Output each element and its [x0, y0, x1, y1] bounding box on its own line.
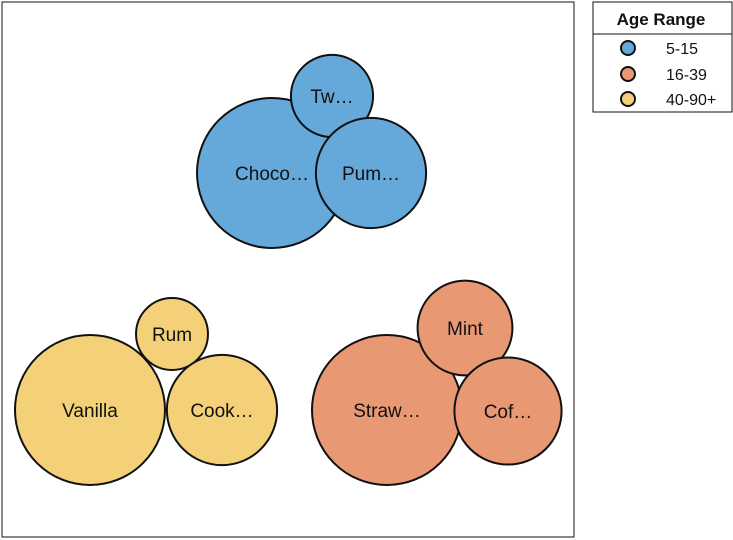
bubble-40-90+-2	[165, 353, 279, 467]
legend-swatch-16-39	[620, 66, 636, 82]
bubble-label: Vanilla	[62, 401, 118, 422]
bubble-label: Straw…	[353, 401, 421, 422]
legend-swatch-40-90	[620, 91, 636, 107]
bubble-16-39-1	[416, 279, 514, 377]
legend: Age Range 5-15 16-39 40-90+	[592, 1, 733, 113]
legend-title: Age Range	[617, 10, 706, 29]
bubble-label: Cook…	[190, 401, 253, 422]
bubble-40-90+-0	[14, 334, 166, 486]
bubble-label: Choco…	[235, 164, 309, 185]
bubble-label: Cof…	[484, 402, 533, 423]
legend-swatch-5-15	[620, 40, 636, 56]
legend-frame	[592, 1, 733, 113]
legend-label-40-90: 40-90+	[666, 92, 716, 109]
bubble-40-90+-1	[135, 297, 209, 371]
bubble-label: Tw…	[310, 87, 353, 108]
legend-label-5-15: 5-15	[666, 41, 698, 58]
bubble-label: Pum…	[342, 164, 400, 185]
legend-label-16-39: 16-39	[666, 67, 707, 84]
bubble-16-39-2	[453, 356, 563, 466]
bubble-layer: Choco… Tw… Pum… Vanilla Rum Cook… Straw… Mint Co…	[14, 53, 563, 486]
bubble-label: Mint	[447, 319, 484, 340]
bubble-label: Rum	[152, 325, 192, 346]
bubble-5-15-2	[314, 116, 428, 230]
